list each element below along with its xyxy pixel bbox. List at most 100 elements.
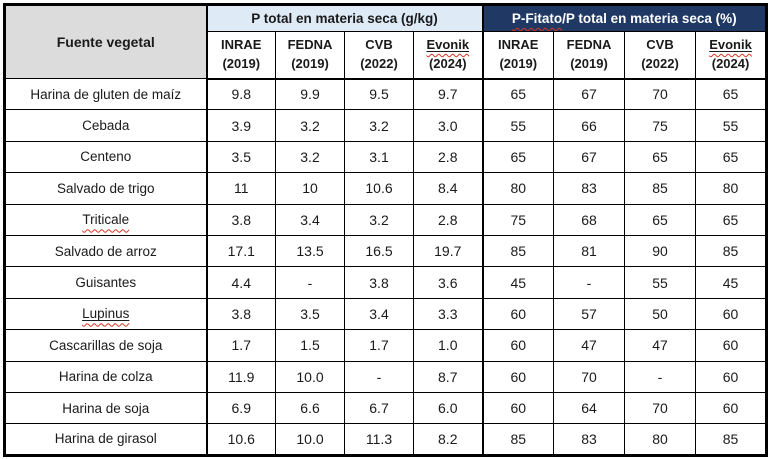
cell-p-total: 10.0 [275,360,345,393]
cell-p-total: 8.7 [412,360,484,393]
column-header-evonik-pct: Evonik (2024) [695,31,768,80]
cell-p-total: 2.8 [412,140,484,174]
cell-p-total: 17.1 [205,234,276,268]
cell-p-total: 8.4 [412,172,484,205]
cell-p-fitato-pct: 65 [624,140,697,174]
cell-p-total: 3.2 [344,109,414,142]
cell-p-fitato-pct: 47 [553,329,626,362]
cell-p-total: - [344,360,414,393]
cell-p-fitato-pct: 75 [481,203,555,236]
cell-p-total: 9.9 [275,77,345,111]
cell-p-fitato-pct: 64 [553,391,626,425]
table-row: Harina de soja 6.9 6.6 6.7 6.0 60 64 70 60 [4,391,768,425]
cell-p-total: 1.0 [412,329,484,362]
cell-p-total: 4.4 [205,266,276,299]
row-label: Salvado de trigo [4,172,207,205]
cell-p-fitato-pct: 65 [695,77,768,111]
column-header-inrae-gkg: INRAE (2019) [205,31,276,80]
cell-p-fitato-pct: 80 [481,172,555,205]
cell-p-fitato-pct: 60 [695,297,768,331]
cell-p-total: 11.3 [344,423,414,456]
cell-p-total: 8.2 [412,423,484,456]
cell-p-total: 2.8 [412,203,484,236]
cell-p-fitato-pct: 60 [695,391,768,425]
cell-p-fitato-pct: 66 [553,109,626,142]
cell-p-fitato-pct: - [624,360,697,393]
row-label: Triticale [4,203,207,236]
cell-p-fitato-pct: 67 [553,77,626,111]
cell-p-total: 11.9 [205,360,276,393]
cell-p-total: 9.8 [205,77,276,111]
nutrient-table: Fuente vegetal P total en materia seca (… [3,3,768,457]
cell-p-total: 3.3 [412,297,484,331]
cell-p-fitato-pct: 85 [695,234,768,268]
subheader-row: INRAE (2019) FEDNA (2019) CVB (2022) Evonik (20… [5,31,768,80]
cell-p-fitato-pct: 55 [624,266,697,299]
cell-p-total: 3.8 [344,266,414,299]
cell-p-total: 3.9 [205,109,276,142]
column-header-cvb-pct: CVB (2022) [624,31,697,80]
table-row: Harina de gluten de maíz 9.8 9.9 9.5 9.7 65 67… [4,77,768,111]
table-row: Lupinus 3.8 3.5 3.4 3.3 60 57 50 60 [4,297,768,331]
cell-p-total: 6.6 [275,391,345,425]
column-header-fedna-gkg: FEDNA (2019) [275,31,345,80]
column-header-fedna-pct: FEDNA (2019) [553,31,626,80]
column-header-inrae-pct: INRAE (2019) [481,31,555,80]
cell-p-total: 1.7 [205,329,276,362]
cell-p-fitato-pct: 80 [695,172,768,205]
cell-p-fitato-pct: 45 [695,266,768,299]
table-row: Harina de girasol 10.6 10.0 11.3 8.2 85 83 80 85 [4,423,768,456]
group-header-p-fitato: P-Fitato/P total en materia seca (%) [481,4,768,32]
cell-p-total: 3.5 [275,297,345,331]
table-row: Cascarillas de soja 1.7 1.5 1.7 1.0 60 47 47 60 [4,329,768,362]
cell-p-total: - [275,266,345,299]
column-header-evonik-gkg: Evonik (2024) [412,31,484,80]
cell-p-total: 16.5 [344,234,414,268]
column-header-cvb-gkg: CVB (2022) [344,31,414,80]
table-row: Triticale 3.8 3.4 3.2 2.8 75 68 65 65 [4,203,768,236]
cell-p-total: 10 [275,172,345,205]
cell-p-fitato-pct: 68 [553,203,626,236]
row-label: Harina de colza [4,360,207,393]
cell-p-fitato-pct: 65 [481,77,555,111]
cell-p-total: 3.1 [344,140,414,174]
table-row: Salvado de trigo 11 10 10.6 8.4 80 83 85 80 [4,172,768,205]
cell-p-total: 6.0 [412,391,484,425]
cell-p-fitato-pct: 60 [695,360,768,393]
cell-p-fitato-pct: 83 [553,172,626,205]
p-fitato-squiggle-text: P-Fitato [511,11,563,26]
cell-p-fitato-pct: 67 [553,140,626,174]
cell-p-fitato-pct: 83 [553,423,626,456]
table-row: Guisantes 4.4-3.8 3.6 45-55 45 [4,266,768,299]
row-label: Harina de girasol [4,423,207,456]
row-label: Harina de gluten de maíz [4,77,207,111]
cell-p-fitato-pct: 55 [481,109,555,142]
cell-p-total: 3.8 [205,297,276,331]
cell-p-total: 3.4 [275,203,345,236]
cell-p-total: 9.5 [344,77,414,111]
cell-p-fitato-pct: 60 [481,329,555,362]
cell-p-total: 3.8 [205,203,276,236]
cell-p-fitato-pct: 75 [624,109,697,142]
cell-p-total: 3.2 [344,203,414,236]
cell-p-total: 13.5 [275,234,345,268]
cell-p-fitato-pct: 50 [624,297,697,331]
cell-p-fitato-pct: 65 [695,140,768,174]
group-header-row: Fuente vegetal P total en materia seca (… [4,4,768,79]
cell-p-fitato-pct: 85 [624,172,697,205]
cell-p-total: 3.2 [275,109,345,142]
table-row: Cebada 3.9 3.2 3.2 3.0 55 66 75 55 [4,109,768,142]
cell-p-fitato-pct: 60 [481,297,555,331]
group-header-p-total: P total en materia seca (g/kg) [205,4,484,32]
cell-p-total: 10.6 [344,172,414,205]
cell-p-total: 3.0 [412,109,484,142]
cell-p-total: 3.6 [412,266,484,299]
cell-p-total: 19.7 [412,234,484,268]
cell-p-fitato-pct: 70 [553,360,626,393]
table-row: Salvado de arroz 17.1 13.5 16.5 19.7 85 81 90 85 [4,234,768,268]
cell-p-total: 3.4 [344,297,414,331]
cell-p-total: 11 [205,172,276,205]
row-label: Cascarillas de soja [4,329,207,362]
cell-p-total: 1.5 [275,329,345,362]
